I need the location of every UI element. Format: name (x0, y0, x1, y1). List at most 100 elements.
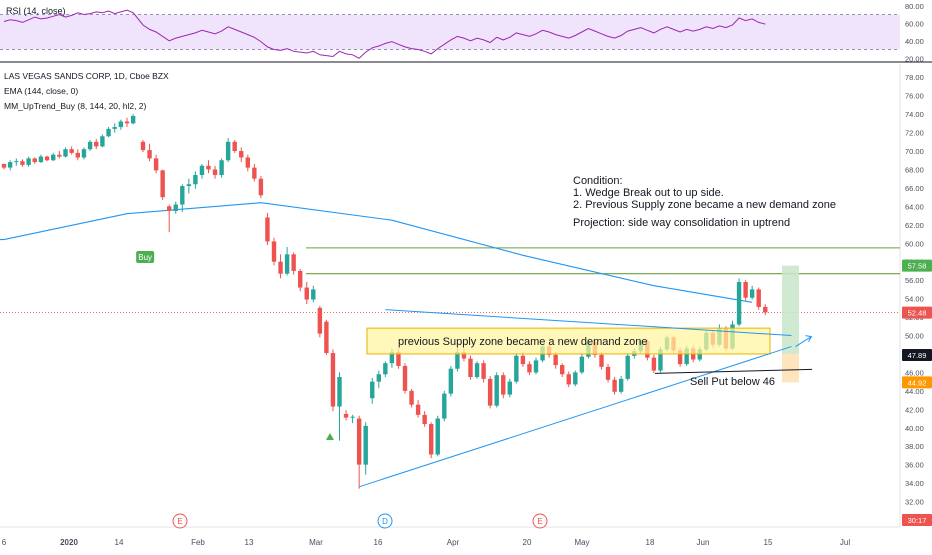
event-marker-circle (532, 513, 548, 529)
candle-body (618, 378, 624, 392)
candle (468, 355, 473, 380)
time-tick-label: 13 (245, 538, 254, 547)
candle-body (311, 289, 316, 300)
candle-body (343, 413, 349, 418)
candle-body (118, 121, 124, 128)
candle (442, 390, 447, 422)
candle (245, 154, 250, 172)
price-tick-label: 62.00 (905, 221, 924, 230)
rsi-line-layer (3, 9, 766, 59)
candle-body (32, 158, 37, 163)
candle (199, 163, 205, 179)
breakout-arrow[interactable] (795, 335, 813, 348)
candle-body (112, 127, 117, 129)
up-arrow-icon (325, 433, 334, 440)
candle-body (455, 352, 460, 369)
candle-body (206, 165, 211, 170)
wedge-support-line[interactable] (358, 346, 792, 488)
candle (356, 415, 362, 489)
candle-body (26, 158, 31, 165)
level-lines (0, 247, 900, 313)
candle-body (140, 141, 146, 151)
ema-legend[interactable]: EMA (144, close, 0) (4, 86, 78, 96)
candle-body (225, 141, 231, 161)
price-tick-label: 50.00 (905, 332, 924, 341)
price-tick-label: 72.00 (905, 129, 924, 138)
candle (278, 254, 283, 279)
projection-stop-area[interactable] (782, 353, 799, 383)
candle (324, 319, 329, 355)
candle (527, 361, 532, 376)
candle (749, 285, 755, 300)
candle-body (684, 348, 689, 365)
candle (566, 371, 571, 388)
candle (507, 378, 512, 398)
candle-body (167, 206, 172, 211)
projection-target-area[interactable] (782, 265, 799, 354)
candle (494, 372, 499, 408)
wedge-resistance-line[interactable] (385, 309, 792, 337)
price-badge: 30:17 (902, 514, 932, 526)
time-axis[interactable]: 6 2020 14 Feb 13 Mar 16 Apr 20 May 18 Jun 15 Jul (2, 538, 851, 547)
price-badge: 44.92 (902, 376, 932, 389)
candle-body (212, 169, 218, 176)
candle (153, 154, 159, 174)
event-marker: E (172, 513, 188, 529)
price-badge-label: 57.58 (908, 262, 927, 271)
candle (756, 287, 761, 310)
candle (350, 414, 355, 424)
sell-put-note[interactable]: Sell Put below 46 (690, 376, 775, 388)
candle (94, 139, 99, 150)
candle (1, 163, 7, 170)
price-axis[interactable]: 78.00 76.00 74.00 72.00 70.00 68.00 66.00 64.00… (899, 64, 932, 527)
candle-body (396, 352, 401, 366)
condition-item-2: 2. Previous Supply zone became a new dem… (573, 199, 836, 211)
candle (225, 138, 231, 163)
time-tick-label: 16 (374, 538, 383, 547)
candle-body (160, 170, 165, 198)
candle (317, 305, 323, 338)
candle-body (252, 167, 257, 179)
indicator-legend[interactable]: MM_UpTrend_Buy (8, 144, 20, hl2, 2) (4, 101, 147, 111)
condition-note[interactable]: Condition: 1. Wedge Break out to up side… (573, 175, 836, 229)
candle-body (14, 161, 19, 163)
price-tick-label: 70.00 (905, 147, 924, 156)
time-tick-label: Jul (840, 538, 850, 547)
candle (212, 165, 218, 179)
price-tick-label: 38.00 (905, 442, 924, 451)
candle-body (612, 379, 617, 392)
event-marker-label: E (537, 517, 542, 526)
sell-put-line[interactable] (654, 368, 813, 374)
candle-body (468, 358, 473, 378)
time-tick-label: Feb (191, 538, 205, 547)
candle (140, 139, 146, 152)
projection-box[interactable] (782, 265, 799, 383)
candle-body (356, 418, 362, 465)
symbol-legend[interactable]: LAS VEGAS SANDS CORP, 1D, Cboe BZX (4, 71, 169, 81)
candle-body (435, 418, 440, 455)
candle (429, 422, 434, 459)
candle (520, 352, 526, 367)
candle (330, 349, 336, 412)
candle (63, 147, 68, 158)
candle (147, 143, 152, 162)
event-marker-circle (377, 513, 393, 529)
candle-body (199, 165, 205, 176)
candle-body (291, 254, 296, 271)
price-badge: 52.48 (902, 306, 932, 319)
candle-body (501, 375, 506, 395)
candle (337, 372, 342, 441)
candle-body (350, 416, 355, 418)
candle-body (376, 374, 381, 382)
candle-body (81, 149, 87, 158)
candle (448, 365, 454, 397)
demand-zone[interactable] (366, 327, 771, 355)
candle (560, 363, 565, 378)
candle (435, 415, 440, 457)
candle-body (186, 184, 192, 187)
candle (75, 149, 80, 161)
candle-body (461, 352, 467, 359)
candle-body (130, 115, 136, 124)
